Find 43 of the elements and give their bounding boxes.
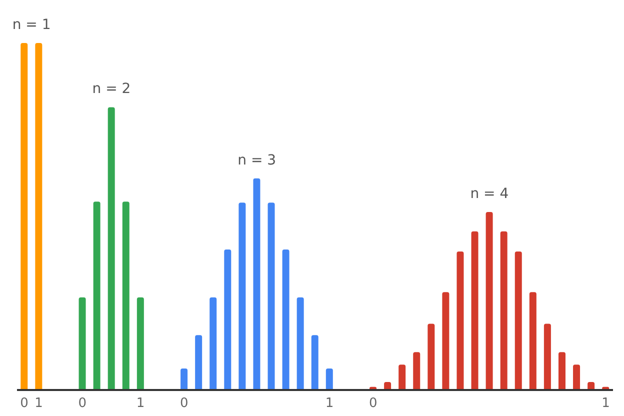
x-tick-label: 1	[602, 396, 610, 412]
bar	[136, 297, 144, 390]
bar	[195, 335, 202, 390]
bar	[573, 364, 580, 390]
bar	[296, 297, 304, 390]
x-tick-label: 0	[369, 396, 378, 412]
x-tick-label: 0	[78, 396, 87, 412]
bar	[210, 297, 217, 390]
bar	[544, 324, 551, 390]
bar	[93, 202, 100, 390]
bar	[268, 202, 275, 390]
series-label: n = 3	[238, 152, 276, 168]
bar	[456, 252, 464, 390]
series-label: n = 1	[12, 17, 51, 33]
bar	[122, 202, 130, 390]
bar	[326, 368, 333, 390]
series-label: n = 2	[92, 81, 131, 98]
series-label: n = 4	[470, 186, 509, 202]
bar	[413, 352, 420, 390]
bar	[20, 43, 28, 390]
bar	[282, 249, 290, 390]
bar	[500, 231, 508, 390]
bar	[253, 178, 260, 390]
bar	[224, 249, 232, 390]
bar	[108, 107, 115, 390]
bar	[514, 252, 522, 390]
bar	[180, 368, 188, 390]
bar	[529, 292, 536, 390]
bar	[486, 212, 493, 390]
bar	[311, 335, 318, 390]
x-tick-label: 1	[136, 396, 145, 412]
bar	[398, 364, 406, 390]
bar	[558, 352, 566, 390]
bar	[442, 292, 450, 390]
x-tick-label: 1	[34, 396, 43, 412]
x-tick-label: 1	[325, 396, 334, 412]
bar	[78, 297, 86, 390]
bar	[428, 324, 435, 390]
bar	[471, 231, 478, 390]
bar	[238, 202, 246, 390]
x-tick-label: 0	[180, 396, 188, 412]
x-tick-label: 0	[20, 396, 28, 412]
bar	[35, 43, 42, 390]
